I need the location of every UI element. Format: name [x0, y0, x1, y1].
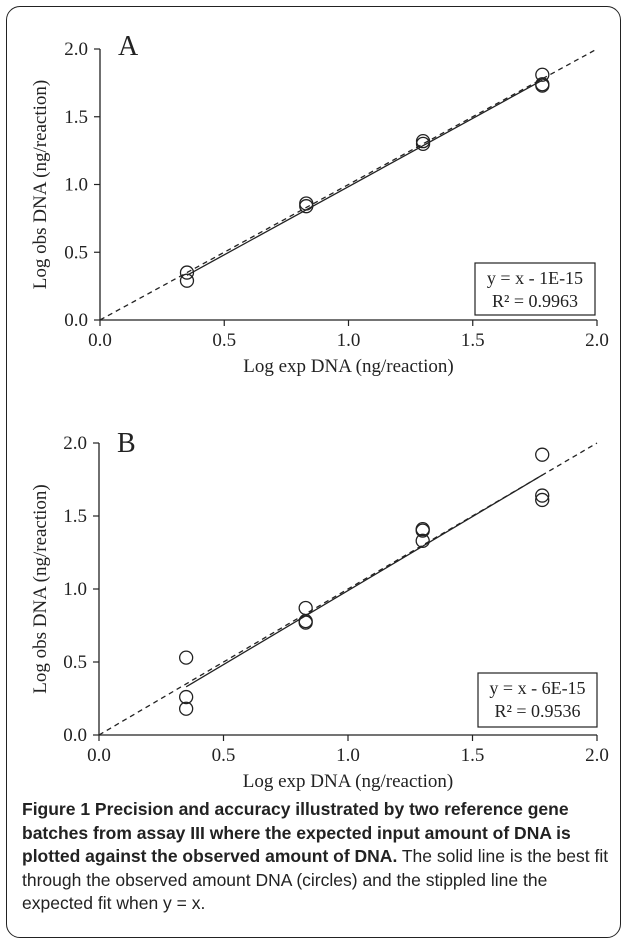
- panel-a-x-tick-label: 1.0: [337, 330, 361, 351]
- panel-a-data-point: [179, 265, 195, 280]
- panel-b-data-point: [298, 600, 313, 616]
- panel-b-y-tick-label: 1.0: [63, 579, 87, 600]
- panel-a-x-tick-label: 2.0: [585, 330, 609, 351]
- panel-b-equation-line: R² = 0.9536: [494, 701, 580, 721]
- panel-a-x-axis-label: Log exp DNA (ng/reaction): [243, 356, 454, 377]
- panel-b-x-tick-label: 2.0: [585, 745, 609, 766]
- panel-b-data-point: [298, 615, 313, 630]
- panel-a-x-tick-label: 1.5: [461, 330, 485, 351]
- panel-b-equation-line: y = x - 6E-15: [489, 678, 585, 698]
- panel-a-x-tick-label: 0.5: [212, 330, 236, 351]
- panel-b-data-point: [178, 650, 194, 665]
- panel-a-expected-line: [99, 48, 598, 321]
- panel-a-y-tick-label: 0.5: [64, 242, 88, 263]
- panel-b-data-point: [178, 701, 194, 716]
- panel-a-label: A: [118, 31, 139, 62]
- panel-b-data-point: [178, 689, 194, 705]
- panel-a-x-tick-label: 0.0: [88, 330, 112, 351]
- panel-a-fit-line: [186, 79, 543, 276]
- panel-b-y-tick-label: 2.0: [63, 433, 87, 454]
- panel-a-equation-line: R² = 0.9963: [492, 291, 578, 311]
- panel-b-y-tick-label: 0.5: [63, 652, 87, 673]
- panel-b-fit-line: [185, 474, 543, 688]
- panel-a-data-point: [179, 273, 195, 288]
- panel-a-data-point: [299, 199, 314, 214]
- panel-b-x-tick-label: 0.0: [87, 745, 111, 766]
- panel-b-equation-box: [477, 672, 598, 728]
- panel-b-label: B: [117, 428, 136, 459]
- panel-a-y-tick-label: 1.5: [64, 107, 88, 128]
- figure-frame: [6, 6, 621, 938]
- panel-a-data-point: [415, 136, 431, 152]
- panel-a-y-tick-label: 0.0: [64, 310, 88, 331]
- panel-a-y-axis-label: Log obs DNA (ng/reaction): [30, 80, 51, 289]
- panel-b-y-tick-label: 1.5: [63, 506, 87, 527]
- panel-a-data-point: [535, 67, 550, 82]
- panel-a-equation-line: y = x - 1E-15: [487, 268, 583, 288]
- panel-b-data-point: [415, 533, 430, 548]
- panel-a-y-tick-label: 2.0: [64, 39, 88, 60]
- panel-b-x-tick-label: 0.5: [212, 745, 236, 766]
- caption-title: Figure 1 Precision and accuracy illustra…: [22, 799, 571, 866]
- panel-b-x-axis-label: Log exp DNA (ng/reaction): [243, 771, 454, 792]
- panel-a-data-point: [535, 78, 550, 93]
- panel-b-data-point: [535, 492, 550, 508]
- panel-a-y-tick-label: 1.0: [64, 175, 88, 196]
- panel-b-data-point: [535, 447, 550, 462]
- figure-caption: Figure 1 Precision and accuracy illustra…: [22, 798, 612, 916]
- panel-b-y-axis-label: Log obs DNA (ng/reaction): [30, 484, 51, 693]
- caption-text: The solid line is the best fit through t…: [22, 846, 609, 913]
- panel-b-x-tick-label: 1.0: [336, 745, 360, 766]
- panel-b-data-point: [535, 488, 550, 503]
- panel-b-x-tick-label: 1.5: [461, 745, 485, 766]
- panel-a-equation-box: [474, 262, 596, 316]
- panel-b-y-tick-label: 0.0: [63, 725, 87, 746]
- panel-b-data-point: [415, 523, 430, 538]
